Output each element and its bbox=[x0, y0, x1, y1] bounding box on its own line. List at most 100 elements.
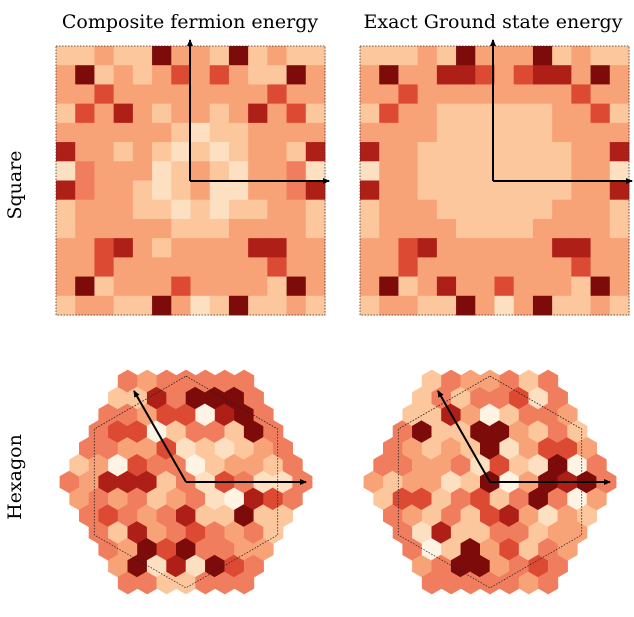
heatmap-cell bbox=[190, 238, 211, 258]
heatmap-cell bbox=[417, 84, 438, 105]
heatmap-cell bbox=[417, 238, 438, 258]
heatmap-cell bbox=[56, 295, 76, 316]
hexagon-outline bbox=[397, 375, 583, 589]
heatmap-cell bbox=[571, 295, 591, 316]
heatmap-cell bbox=[56, 257, 76, 277]
heatmap-cell bbox=[456, 46, 476, 66]
heatmap-cell bbox=[209, 46, 230, 66]
heatmap-cell bbox=[494, 199, 515, 220]
heatmap-cell bbox=[132, 199, 153, 220]
heatmap-cell bbox=[513, 180, 534, 201]
heatmap-cell bbox=[94, 295, 115, 316]
heatmap-cell bbox=[417, 218, 438, 239]
heatmap-cell bbox=[248, 257, 268, 277]
heatmap-cell bbox=[398, 46, 419, 66]
heatmap-cell bbox=[398, 238, 419, 258]
heatmap-cell bbox=[494, 295, 515, 316]
heatmap-cell bbox=[379, 295, 399, 316]
heatmap-cell bbox=[152, 122, 172, 143]
heatmap-cell bbox=[94, 103, 115, 124]
heatmap-cell bbox=[475, 142, 495, 162]
heatmap-cell bbox=[398, 103, 419, 124]
heatmap-cell bbox=[360, 218, 380, 239]
heatmap-cell bbox=[571, 161, 591, 181]
heatmap-cell bbox=[267, 180, 287, 201]
heatmap-cell bbox=[267, 199, 287, 220]
heatmap-cell bbox=[209, 295, 230, 316]
heatmap-cell bbox=[532, 257, 553, 277]
heatmap-cell bbox=[113, 142, 134, 162]
heatmap-cell bbox=[590, 161, 611, 181]
heatmap-cell bbox=[152, 218, 172, 239]
heatmap-cell bbox=[436, 142, 457, 162]
heatmap-cell bbox=[267, 84, 287, 105]
heatmap-cell bbox=[609, 180, 630, 201]
heatmap-cell bbox=[75, 180, 95, 201]
heatmap-cell bbox=[248, 161, 268, 181]
heatmap-cell bbox=[190, 257, 211, 277]
heatmap-cell bbox=[228, 142, 249, 162]
heatmap-cell bbox=[379, 84, 399, 105]
heatmap-cell bbox=[552, 46, 572, 66]
heatmap-cell bbox=[171, 46, 191, 66]
heatmap-cell bbox=[513, 295, 534, 316]
heatmap-cell bbox=[56, 238, 76, 258]
heatmap-cell bbox=[267, 295, 287, 316]
heatmap-cell bbox=[360, 84, 380, 105]
heatmap-cell bbox=[94, 180, 115, 201]
heatmap-cell bbox=[590, 295, 611, 316]
heatmap-cell bbox=[190, 142, 211, 162]
heatmap-cell bbox=[456, 161, 476, 181]
heatmap-cell bbox=[494, 180, 515, 201]
heatmap-cell bbox=[571, 257, 591, 277]
heatmap-cell bbox=[456, 103, 476, 124]
heatmap-cell bbox=[248, 199, 268, 220]
heatmap-cell bbox=[475, 218, 495, 239]
heatmap-cell bbox=[379, 199, 399, 220]
heatmap-cell bbox=[228, 161, 249, 181]
heatmap-cell bbox=[152, 46, 172, 66]
heatmap-cell bbox=[113, 257, 134, 277]
heatmap-cell bbox=[494, 142, 515, 162]
heatmap-cell bbox=[94, 161, 115, 181]
heatmap-cell bbox=[113, 46, 134, 66]
heatmap-cell bbox=[286, 199, 307, 220]
heatmap-cell bbox=[436, 295, 457, 316]
hexagon-heatmap-exact bbox=[363, 369, 617, 595]
heatmap-cell bbox=[113, 122, 134, 143]
heatmap-cell bbox=[398, 142, 419, 162]
heatmap-cell bbox=[590, 276, 611, 297]
heatmap-cell bbox=[75, 295, 95, 316]
heatmap-cell bbox=[532, 142, 553, 162]
heatmap-cell bbox=[171, 238, 191, 258]
heatmap-cell bbox=[494, 84, 515, 105]
heatmap-cell bbox=[552, 199, 572, 220]
heatmap-cell bbox=[609, 199, 630, 220]
heatmap-cell bbox=[132, 238, 153, 258]
heatmap-cell bbox=[436, 180, 457, 201]
heatmap-cell bbox=[190, 180, 211, 201]
heatmap-cell bbox=[171, 218, 191, 239]
heatmap-cell bbox=[209, 180, 230, 201]
heatmap-cell bbox=[56, 276, 76, 297]
heatmap-cell bbox=[590, 84, 611, 105]
heatmap-cell bbox=[94, 122, 115, 143]
heatmap-cell bbox=[75, 161, 95, 181]
heatmap-cell bbox=[494, 238, 515, 258]
heatmap-cell bbox=[171, 199, 191, 220]
heatmap-cell bbox=[379, 238, 399, 258]
heatmap-cell bbox=[417, 103, 438, 124]
heatmap-cell bbox=[132, 122, 153, 143]
heatmap-cell bbox=[94, 257, 115, 277]
heatmap-cell bbox=[360, 238, 380, 258]
heatmap-cell bbox=[113, 276, 134, 297]
heatmap-cell bbox=[532, 199, 553, 220]
heatmap-cell bbox=[590, 65, 611, 85]
heatmap-cell bbox=[475, 257, 495, 277]
heatmap-cell bbox=[436, 218, 457, 239]
heatmap-cell bbox=[228, 218, 249, 239]
heatmap-cell bbox=[475, 295, 495, 316]
heatmap-cell bbox=[75, 276, 95, 297]
heatmap-cell bbox=[171, 84, 191, 105]
